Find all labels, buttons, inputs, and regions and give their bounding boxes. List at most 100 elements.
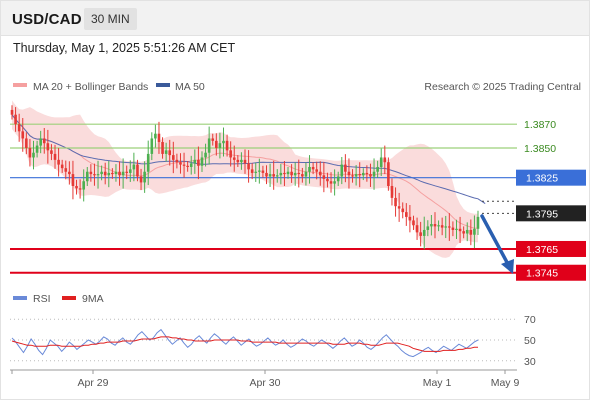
candle-89 — [329, 172, 333, 193]
candle-body — [326, 178, 329, 182]
candle-body — [333, 181, 336, 184]
candle-body — [268, 174, 272, 177]
candle-body — [172, 155, 175, 160]
candle-body — [193, 159, 197, 164]
candle-111 — [408, 205, 412, 233]
candle-body — [229, 150, 232, 158]
candle-body — [433, 224, 437, 227]
candle-121 — [444, 215, 448, 239]
candle-body — [369, 174, 372, 177]
candle-body — [286, 171, 290, 175]
last-price-label: 1.3795 — [526, 208, 558, 220]
candle-78 — [290, 164, 293, 183]
candle-body — [358, 174, 362, 176]
candle-32 — [125, 165, 129, 180]
timeframe-badge[interactable]: 30 MIN — [84, 8, 137, 30]
candle-body — [462, 231, 465, 234]
candle-1 — [14, 107, 17, 132]
candle-40 — [154, 124, 157, 148]
candle-body — [422, 229, 426, 236]
candle-body — [111, 172, 114, 175]
candle-126 — [462, 226, 465, 239]
candle-body — [301, 174, 304, 177]
candle-body — [437, 225, 440, 227]
candle-body — [125, 171, 129, 173]
candle-85 — [315, 161, 318, 180]
candle-body — [204, 152, 207, 158]
candle-53 — [200, 151, 204, 172]
candle-body — [354, 174, 358, 177]
ma20-legend-swatch — [13, 83, 27, 87]
candle-11 — [50, 144, 53, 161]
candle-30 — [118, 161, 121, 186]
candle-body — [315, 169, 318, 172]
candle-52 — [197, 146, 200, 180]
candle-128 — [469, 219, 473, 246]
candle-body — [82, 181, 85, 190]
candle-body — [10, 109, 14, 115]
candle-7 — [35, 140, 39, 158]
candle-body — [372, 171, 376, 177]
candle-body — [379, 157, 383, 167]
candle-44 — [168, 139, 172, 166]
candle-45 — [172, 141, 175, 174]
candle-4 — [25, 132, 28, 155]
candle-69 — [258, 158, 261, 184]
x-ticks: Apr 29 Apr 30 May 1 May 9 — [11, 370, 519, 389]
resistance-label-0: 1.3870 — [524, 119, 556, 131]
rsi-legend-label: RSI — [33, 293, 51, 305]
resistance-label-1: 1.3850 — [524, 143, 556, 155]
candle-20 — [82, 169, 85, 202]
rsi-tick-70: 70 — [524, 314, 536, 326]
candle-body — [215, 140, 218, 148]
candle-92 — [340, 156, 344, 185]
candle-body — [35, 145, 39, 153]
candles — [10, 105, 480, 250]
candle-0 — [10, 105, 14, 120]
candle-body — [136, 164, 139, 177]
candle-body — [28, 147, 32, 158]
support-tag-4 — [516, 240, 586, 257]
candle-13 — [57, 147, 60, 177]
candle-71 — [265, 165, 268, 185]
candle-body — [455, 228, 458, 230]
candle-body — [168, 150, 172, 156]
candle-body — [415, 225, 419, 233]
candle-130 — [476, 210, 480, 235]
candle-body — [440, 225, 444, 228]
candle-body — [293, 172, 297, 176]
ma50-legend-label: MA 50 — [175, 81, 205, 93]
candle-body — [75, 185, 78, 189]
candle-47 — [179, 153, 182, 174]
candle-60 — [225, 134, 229, 157]
candle-body — [318, 171, 322, 176]
candle-87 — [322, 161, 326, 193]
rsi-tick-30: 30 — [524, 356, 536, 368]
candle-79 — [293, 162, 297, 186]
candle-77 — [286, 166, 290, 179]
candle-body — [189, 163, 193, 167]
candle-body — [458, 228, 462, 232]
candle-74 — [275, 169, 279, 183]
candle-101 — [372, 158, 376, 190]
candle-body — [157, 133, 161, 143]
candle-body — [419, 232, 422, 236]
candle-body — [60, 164, 64, 169]
candle-22 — [89, 164, 93, 182]
candle-28 — [111, 168, 114, 179]
candle-80 — [297, 159, 301, 188]
last-price-tag — [516, 205, 586, 222]
candle-body — [39, 138, 42, 146]
candle-body — [297, 172, 301, 175]
candle-body — [290, 171, 293, 176]
candle-body — [329, 181, 333, 184]
candle-124 — [455, 219, 458, 239]
candle-95 — [351, 169, 354, 183]
candle-76 — [283, 161, 286, 186]
rsi-lines — [11, 328, 479, 358]
candle-73 — [272, 160, 275, 190]
candle-body — [397, 206, 401, 209]
candle-33 — [128, 160, 132, 182]
candle-body — [451, 227, 455, 230]
credit-label: Research © 2025 Trading Central — [424, 81, 581, 93]
